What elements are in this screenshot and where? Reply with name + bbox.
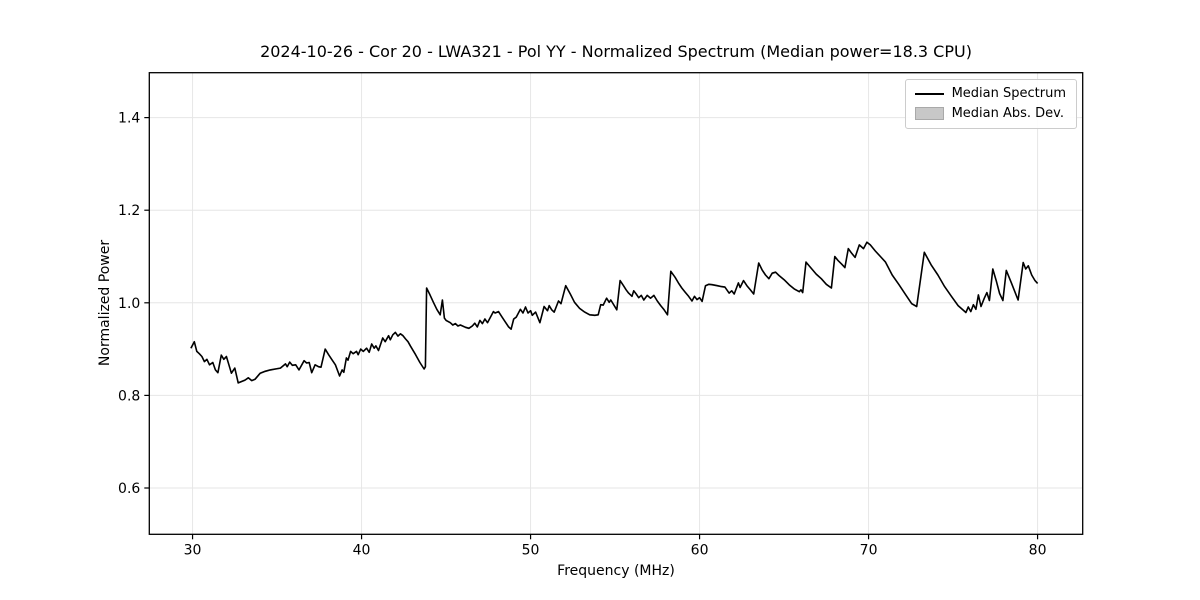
patch-swatch-icon <box>914 107 944 120</box>
x-tick-label: 70 <box>860 542 878 558</box>
x-tick-label: 60 <box>691 542 709 558</box>
y-tick-label: 1.4 <box>118 111 140 127</box>
line-swatch-icon <box>914 92 944 95</box>
y-tick-label: 0.8 <box>118 388 140 404</box>
x-axis-title: Frequency (MHz) <box>557 563 675 579</box>
legend-label: Median Abs. Dev. <box>951 106 1065 121</box>
y-tick-label: 1.2 <box>118 203 140 219</box>
legend-item-median-spectrum: Median Spectrum <box>914 86 1066 101</box>
y-tick-label: 1.0 <box>118 296 140 312</box>
x-tick-label: 50 <box>522 542 540 558</box>
y-axis-title: Normalized Power <box>97 239 113 367</box>
x-tick-label: 40 <box>353 542 371 558</box>
x-tick-label: 30 <box>184 542 202 558</box>
page-title: 2024-10-26 - Cor 20 - LWA321 - Pol YY - … <box>260 42 972 61</box>
legend-label: Median Spectrum <box>951 86 1066 101</box>
plot-border <box>148 72 1084 535</box>
x-tick-label: 80 <box>1029 542 1047 558</box>
legend-item-median-abs-dev: Median Abs. Dev. <box>914 106 1066 121</box>
mad-band <box>190 241 1038 384</box>
legend: Median Spectrum Median Abs. Dev. <box>904 79 1077 129</box>
median-spectrum-line <box>190 241 1039 384</box>
y-tick-label: 0.6 <box>118 481 140 497</box>
